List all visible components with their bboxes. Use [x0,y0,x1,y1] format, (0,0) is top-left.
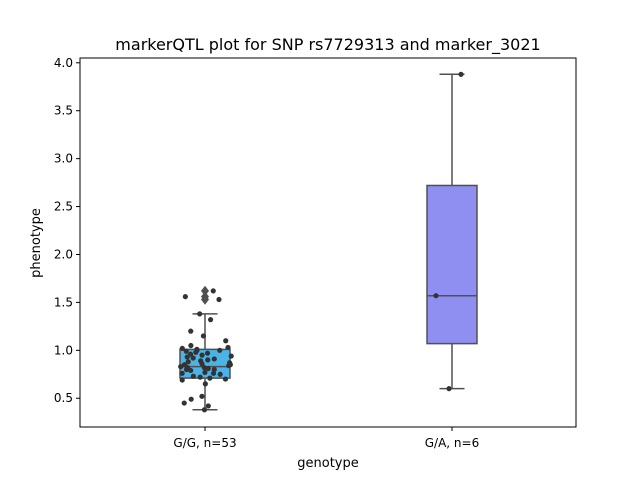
chart-title: markerQTL plot for SNP rs7729313 and mar… [115,35,540,55]
data-point [181,362,188,368]
points-layer [178,71,464,413]
data-point [446,386,452,392]
x-tick-label: G/G, n=53 [173,436,236,450]
data-point [207,375,213,381]
y-tick-label: 3.5 [54,104,73,118]
y-axis: 0.5 1.0 1.5 2.0 2.5 3.0 3.5 4.0 [54,56,80,405]
data-point [217,371,223,377]
data-point [202,369,208,375]
data-point [179,345,185,352]
y-axis-label: phenotype [29,208,44,278]
data-point [458,71,464,77]
outlier-marker [201,285,209,297]
x-tick-label: G/A, n=6 [425,436,479,450]
data-point [181,400,187,406]
data-point [190,373,196,379]
box-iqr [426,184,478,345]
outlier-marker [201,291,209,302]
data-point [228,353,234,359]
data-point [207,317,214,323]
data-point [205,403,211,409]
data-point [204,350,211,356]
data-point [197,311,203,317]
plot-frame [79,57,577,428]
x-axis-label: genotype [297,456,358,471]
data-point [183,348,189,354]
data-point [211,356,217,362]
data-point [201,407,208,413]
x-axis: G/G, n=53 G/A, n=6 [173,427,479,450]
y-tick-label: 1.5 [54,295,73,309]
data-point [200,333,207,339]
data-point [190,355,196,361]
data-point [211,366,217,373]
y-tick-label: 2.0 [54,247,73,261]
data-point [210,288,216,294]
y-tick-label: 2.5 [54,200,73,214]
data-point [185,359,191,365]
data-point [217,347,223,353]
data-point [201,364,207,371]
y-tick-label: 1.0 [54,343,73,357]
data-point [223,338,229,344]
data-point [179,370,185,376]
y-tick-label: 4.0 [54,56,73,70]
data-point [187,351,194,357]
data-point [222,376,229,382]
data-point [197,374,203,380]
data-point [188,342,194,349]
data-point [225,344,231,351]
data-point [194,346,200,352]
data-point [188,396,194,402]
y-tick-label: 3.0 [54,152,73,166]
data-point [199,352,205,358]
y-tick-label: 0.5 [54,391,73,405]
data-point [216,296,222,303]
data-point [227,360,233,366]
data-point [202,381,208,387]
data-point [188,328,194,334]
data-point [198,358,204,364]
data-point [433,293,439,299]
data-point [199,393,205,399]
data-point [179,377,185,383]
data-point [182,294,188,300]
data-point [205,357,211,363]
data-point [205,365,211,372]
boxes-layer [179,73,478,411]
